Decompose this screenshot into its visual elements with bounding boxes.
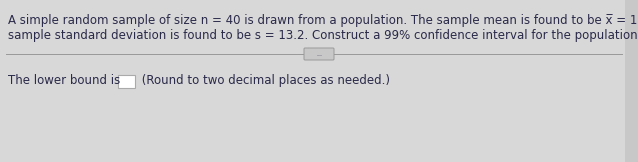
FancyBboxPatch shape (117, 75, 135, 87)
FancyBboxPatch shape (0, 0, 625, 162)
Text: A simple random sample of size n = 40 is drawn from a population. The sample mea: A simple random sample of size n = 40 is… (8, 14, 638, 27)
FancyBboxPatch shape (304, 48, 334, 60)
Text: sample standard deviation is found to be s = 13.2. Construct a 99% confidence in: sample standard deviation is found to be… (8, 29, 638, 42)
Text: The lower bound is: The lower bound is (8, 74, 120, 87)
Text: (Round to two decimal places as needed.): (Round to two decimal places as needed.) (138, 74, 390, 87)
Text: ...: ... (316, 52, 322, 57)
